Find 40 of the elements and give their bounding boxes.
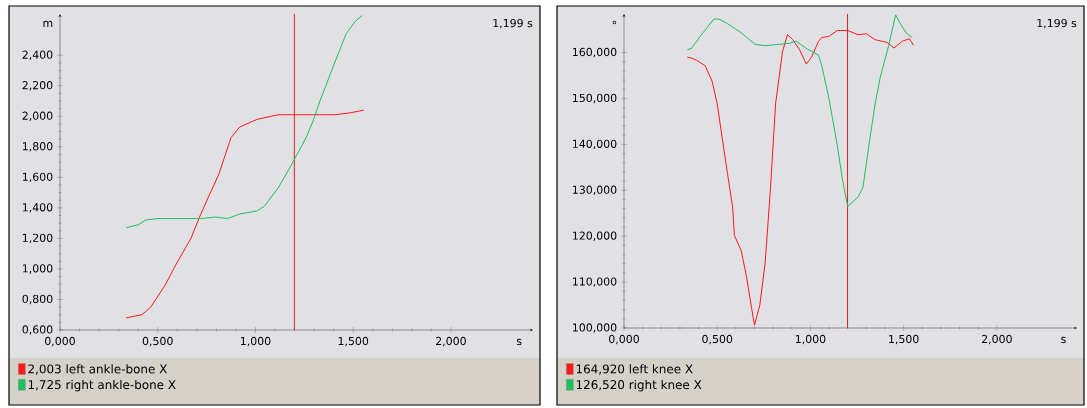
legend-label: 2,003 left ankle-bone X (28, 364, 167, 375)
y-tick-label: 130,000 (573, 185, 617, 195)
legend-label: 164,920 left knee X (576, 364, 693, 375)
y-tick-label: 100,000 (573, 323, 617, 333)
y-tick-label: 150,000 (573, 93, 617, 104)
x-tick-label: 0,500 (702, 334, 733, 345)
y-tick-label: 1,400 (22, 203, 53, 213)
line-series (686, 14, 913, 207)
x-axis-title: s (516, 338, 522, 346)
x-tick-label: 0,000 (45, 336, 75, 347)
y-tick-label: 140,000 (573, 139, 617, 150)
line-series (686, 30, 915, 326)
y-axis-title: m (43, 20, 53, 27)
x-tick-label: 2,000 (981, 334, 1012, 345)
annotation: 1,199 s (493, 18, 533, 29)
legend-label: 1,725 right ankle-bone X (28, 379, 176, 392)
annotation: 1,199 s (1037, 18, 1077, 29)
legend-label: 126,520 right knee X (576, 379, 702, 392)
y-tick-label: 110,000 (573, 277, 617, 287)
y-tick-label: 1,600 (22, 172, 53, 183)
x-tick-label: 2,000 (436, 336, 466, 347)
x-axis-title: s (1061, 336, 1066, 344)
y-tick-label: 1,200 (22, 233, 53, 244)
y-tick-label: 2,400 (22, 50, 53, 60)
y-tick-label: 0,800 (22, 294, 53, 305)
x-tick-label: 0,500 (142, 336, 173, 347)
y-tick-label: 2,000 (22, 111, 53, 121)
y-tick-label: 1,000 (22, 264, 53, 274)
x-tick-label: 1,500 (338, 336, 369, 347)
line-series (125, 15, 363, 229)
y-tick-label: 1,800 (22, 142, 53, 152)
x-tick-label: 0,000 (609, 334, 639, 345)
y-axis-title: ° (612, 20, 617, 25)
x-tick-label: 1,000 (240, 336, 271, 347)
y-tick-label: 160,000 (573, 47, 617, 58)
x-tick-label: 1,000 (795, 334, 826, 345)
x-tick-label: 1,500 (889, 334, 919, 345)
y-tick-label: 2,200 (22, 81, 53, 91)
y-tick-label: 0,600 (22, 325, 53, 335)
y-tick-label: 120,000 (573, 231, 617, 241)
